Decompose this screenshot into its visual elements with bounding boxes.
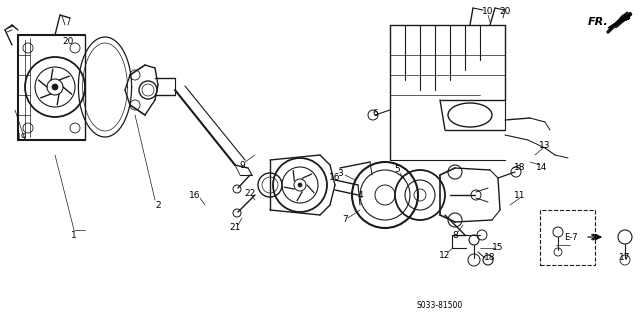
Text: 4: 4 xyxy=(357,190,363,199)
Text: 22: 22 xyxy=(244,189,255,197)
Text: 10: 10 xyxy=(483,8,493,17)
Text: 2: 2 xyxy=(155,201,161,210)
Circle shape xyxy=(298,183,302,187)
Text: 13: 13 xyxy=(540,140,551,150)
Text: 8: 8 xyxy=(452,231,458,240)
Text: 5: 5 xyxy=(394,166,400,174)
Text: 19: 19 xyxy=(16,133,28,143)
Text: 7: 7 xyxy=(342,216,348,225)
Text: 1: 1 xyxy=(71,231,77,240)
Polygon shape xyxy=(608,14,632,28)
Text: 11: 11 xyxy=(515,190,525,199)
Bar xyxy=(540,210,595,265)
Text: 3: 3 xyxy=(337,168,343,177)
Text: 16: 16 xyxy=(189,190,201,199)
Text: 18: 18 xyxy=(484,254,496,263)
Text: FR.: FR. xyxy=(588,17,609,27)
Text: 20: 20 xyxy=(499,8,511,17)
Circle shape xyxy=(52,84,58,90)
Text: 6: 6 xyxy=(372,108,378,117)
Text: 12: 12 xyxy=(439,250,451,259)
Text: 21: 21 xyxy=(229,224,241,233)
Text: S033-81500: S033-81500 xyxy=(417,300,463,309)
Text: 14: 14 xyxy=(536,164,548,173)
Text: 9: 9 xyxy=(239,160,245,169)
Text: 17: 17 xyxy=(620,254,631,263)
Polygon shape xyxy=(610,12,628,30)
Text: 16: 16 xyxy=(329,174,340,182)
Text: 20: 20 xyxy=(62,38,74,47)
Text: 15: 15 xyxy=(492,243,504,253)
Text: 18: 18 xyxy=(515,162,525,172)
Text: E-7: E-7 xyxy=(564,233,578,241)
